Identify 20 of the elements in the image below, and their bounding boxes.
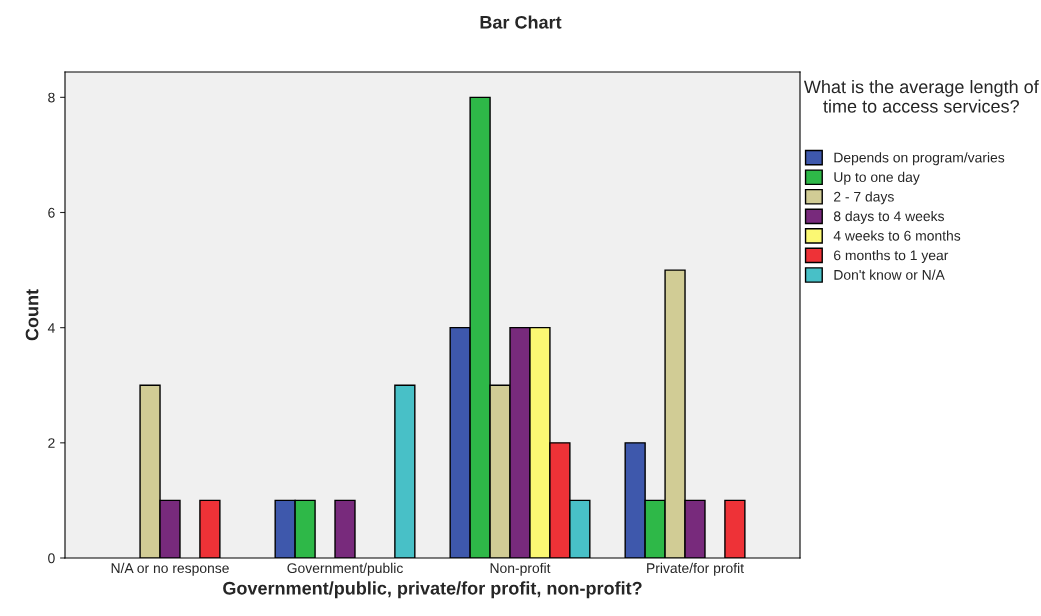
x-tick-label: N/A or no response <box>111 562 229 576</box>
y-tick-label: 4 <box>47 323 55 333</box>
x-axis-title: Government/public, private/for profit, non-profit? <box>223 581 642 599</box>
legend-label: 4 weeks to 6 months <box>833 230 961 241</box>
legend-label: 2 - 7 days <box>834 191 894 205</box>
x-tick-label: Private/for profit <box>647 562 744 576</box>
legend-label: Up to one day <box>834 171 920 185</box>
legend-label: 6 months to 1 year <box>834 250 949 263</box>
y-tick-label: 0 <box>48 553 55 564</box>
y-tick-label: 6 <box>48 207 55 218</box>
legend-label: Depends on program/varies <box>834 152 1005 166</box>
legend-label: 8 days to 4 weeks <box>833 210 944 224</box>
x-tick-label: Government/public <box>287 562 403 576</box>
chart-title: Bar Chart <box>480 15 562 29</box>
legend-label: Don't know or N/A <box>834 269 945 280</box>
legend-title: What is the average length of time to access services? <box>803 80 1039 113</box>
y-tick-label: 2 <box>48 438 55 448</box>
y-axis-title: Count <box>25 289 39 341</box>
y-tick-label: 8 <box>48 92 55 103</box>
x-tick-label: Non-profit <box>490 562 551 576</box>
